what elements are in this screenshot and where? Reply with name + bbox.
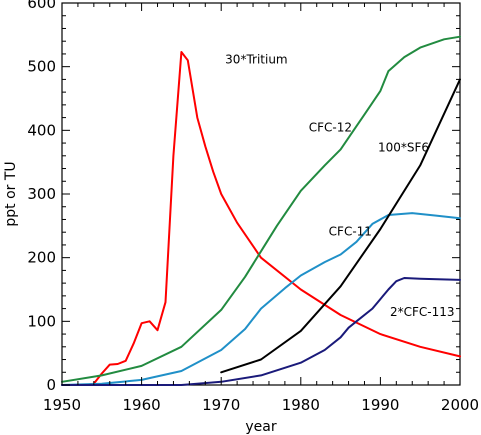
- x-tick-label: 2000: [441, 396, 479, 414]
- y-tick-label: 0: [46, 376, 56, 394]
- x-axis-title: year: [245, 419, 276, 435]
- x-tick-label: 1950: [43, 396, 81, 414]
- series-line-100-sf6: [220, 78, 461, 374]
- y-tick-label: 400: [27, 121, 56, 139]
- x-tick-label: 1970: [202, 396, 240, 414]
- series-label-cfc-12: CFC-12: [309, 121, 352, 135]
- series-label-30-tritium: 30*Tritium: [225, 52, 287, 66]
- series-line-cfc-11: [61, 212, 461, 386]
- y-tick-label: 300: [27, 185, 56, 203]
- y-axis-title: ppt or TU: [3, 161, 19, 226]
- series-label-2-cfc-113: 2*CFC-113: [390, 305, 455, 319]
- x-tick-label: 1980: [282, 396, 320, 414]
- y-tick-label: 500: [27, 58, 56, 76]
- series-line-30-tritium: [61, 51, 461, 386]
- x-tick-label: 1990: [361, 396, 399, 414]
- series-label-100-sf6: 100*SF6: [378, 140, 429, 154]
- y-tick-label: 600: [27, 0, 56, 12]
- y-tick-label: 100: [27, 312, 56, 330]
- series-line-2-cfc-113: [61, 277, 461, 386]
- series-line-cfc-12: [61, 35, 461, 383]
- series-label-cfc-11: CFC-11: [329, 224, 372, 238]
- y-tick-label: 200: [27, 249, 56, 267]
- x-tick-label: 1960: [123, 396, 161, 414]
